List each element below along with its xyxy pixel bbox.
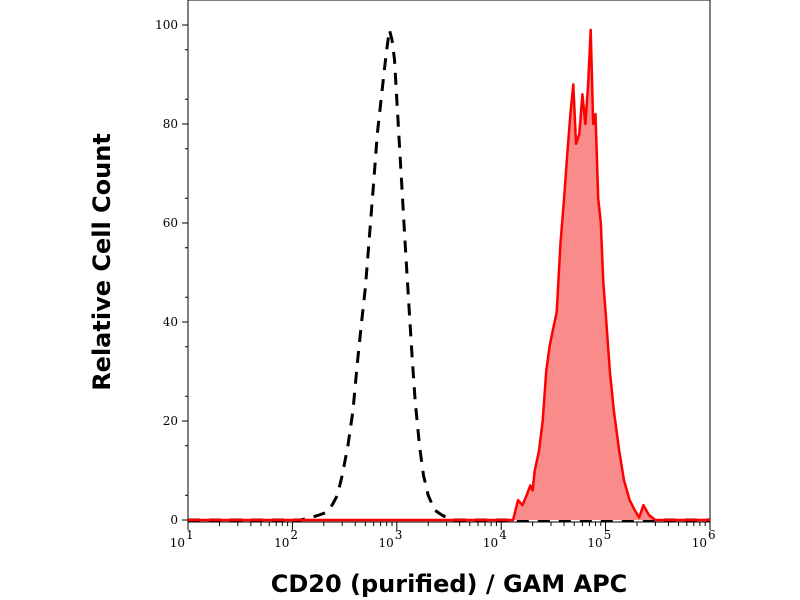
x-tick-label: 10 — [692, 536, 707, 550]
y-tick-label: 60 — [163, 216, 178, 230]
y-tick-label: 0 — [170, 513, 178, 527]
x-tick-exponent: 1 — [186, 528, 194, 542]
x-tick-label: 10 — [274, 536, 289, 550]
y-axis: 0 20 40 60 80 100 — [155, 18, 188, 527]
x-tick-label: 10 — [379, 536, 394, 550]
series-1-fill — [188, 29, 710, 521]
x-tick-exponent: 3 — [395, 528, 403, 542]
y-tick-label: 100 — [155, 18, 178, 32]
x-axis-title: CD20 (purified) / GAM APC — [271, 570, 628, 598]
x-tick-exponent: 5 — [604, 528, 612, 542]
series-layer — [188, 28, 710, 522]
series-1-line — [188, 28, 710, 522]
y-axis-title: Relative Cell Count — [88, 133, 116, 391]
y-tick-label: 20 — [163, 414, 178, 428]
plot-frame — [187, 0, 711, 523]
x-tick-label: 10 — [170, 536, 185, 550]
x-tick-exponent: 4 — [499, 528, 507, 542]
y-tick-label: 80 — [163, 117, 178, 131]
x-tick-exponent: 6 — [708, 528, 716, 542]
x-tick-exponent: 2 — [290, 528, 298, 542]
x-tick-label: 10 — [483, 536, 498, 550]
series-0-line — [188, 28, 710, 522]
y-tick-label: 40 — [163, 315, 178, 329]
x-tick-label: 10 — [587, 536, 602, 550]
